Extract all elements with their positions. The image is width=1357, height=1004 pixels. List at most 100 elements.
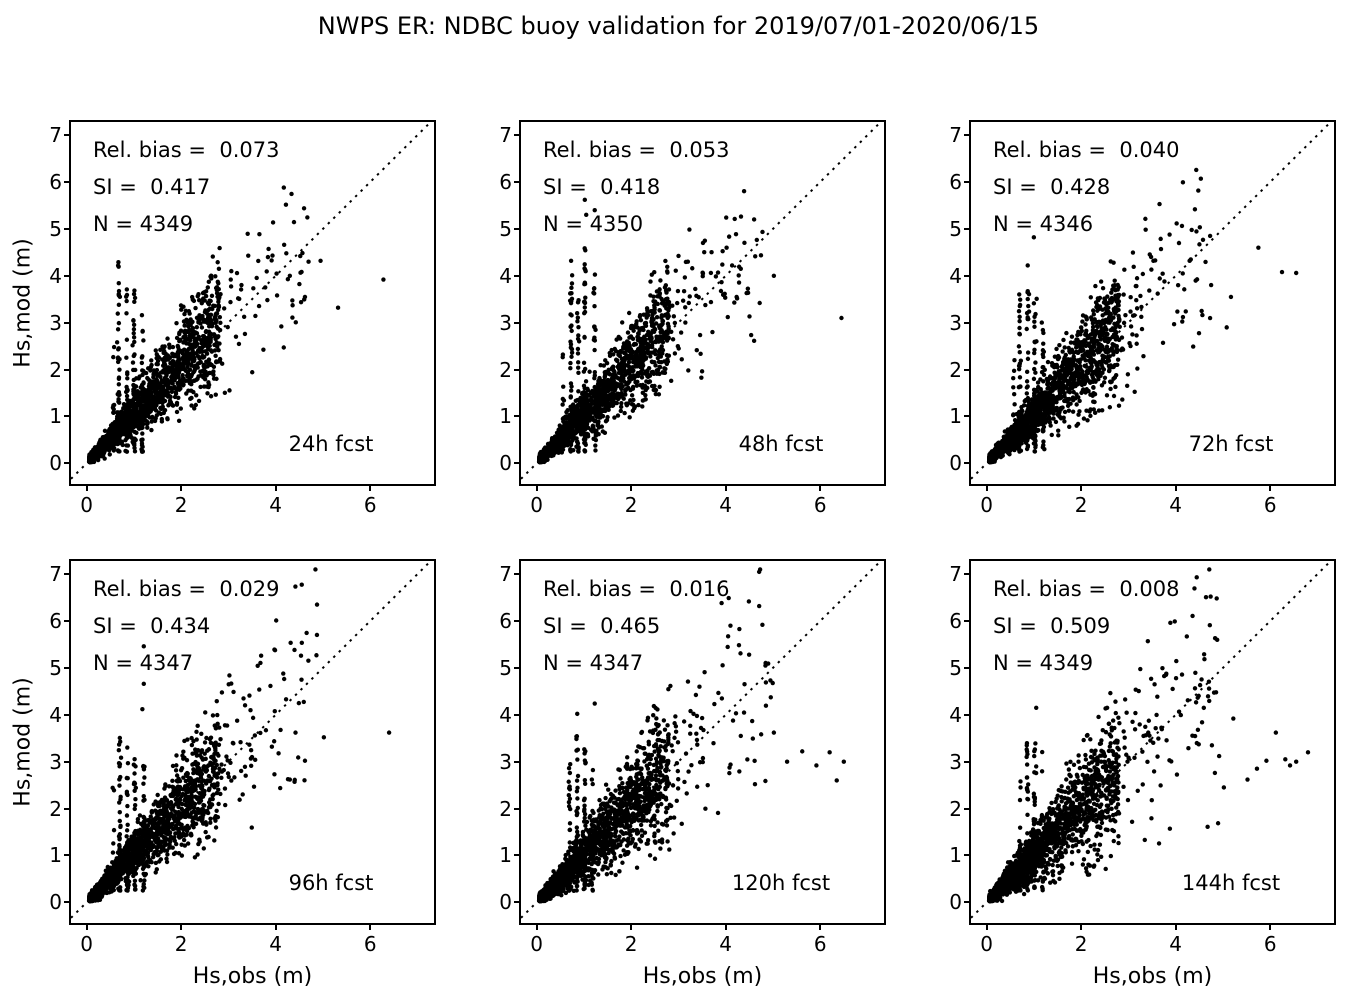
stats-block: Rel. bias = 0.029 SI = 0.434 N = 4347 [93, 571, 279, 682]
scatter-plot-canvas [71, 561, 434, 923]
subplot-24h-fcst: Rel. bias = 0.073 SI = 0.417 N = 4349 24h f… [11, 120, 436, 517]
x-tick-mark [724, 925, 727, 930]
y-tick-label: 7 [499, 123, 512, 148]
x-tick-mark [1269, 486, 1272, 491]
y-tick-label: 1 [949, 843, 962, 868]
y-tick-label: 5 [49, 216, 62, 241]
stat-line: N = 4347 [543, 651, 644, 675]
x-tick-mark [985, 925, 988, 930]
y-tick-label: 2 [949, 357, 962, 382]
x-tick-mark [535, 925, 538, 930]
x-tick-label: 4 [1169, 932, 1183, 956]
y-tick-label: 6 [49, 609, 62, 634]
figure-title: NWPS ER: NDBC buoy validation for 2019/0… [317, 12, 1040, 40]
x-tick-mark [535, 486, 538, 491]
y-tick-mark [964, 227, 969, 230]
y-tick-mark [64, 854, 69, 857]
y-tick-label: 6 [949, 170, 962, 195]
x-tick-label: 0 [80, 493, 93, 517]
y-tick-label: 2 [49, 357, 62, 382]
x-axis-label: Hs,obs (m) [192, 964, 313, 989]
y-tick-label: 5 [499, 216, 512, 241]
y-tick-mark [514, 274, 519, 277]
y-tick-label: 0 [949, 890, 962, 915]
x-tick-label: 6 [1263, 493, 1277, 517]
x-tick-label: 6 [1263, 932, 1277, 956]
subplot-48h-fcst: Rel. bias = 0.053 SI = 0.418 N = 4350 48h f… [499, 120, 886, 517]
y-tick-label: 1 [49, 404, 62, 429]
x-tick-mark [819, 925, 822, 930]
x-tick-mark [180, 486, 183, 491]
y-tick-label: 4 [49, 263, 62, 288]
x-tick-label: 0 [80, 932, 93, 956]
subplot-144h-fcst: Rel. bias = 0.008 SI = 0.509 N = 4349 144h … [949, 559, 1336, 989]
y-tick-mark [964, 415, 969, 418]
stats-block: Rel. bias = 0.008 SI = 0.509 N = 4349 [993, 571, 1179, 682]
subplot-120h-fcst: Rel. bias = 0.016 SI = 0.465 N = 4347 120h … [499, 559, 886, 989]
x-tick-mark [369, 925, 372, 930]
x-tick-mark [85, 486, 88, 491]
y-tick-label: 6 [49, 170, 62, 195]
y-tick-mark [964, 321, 969, 324]
stats-block: Rel. bias = 0.016 SI = 0.465 N = 4347 [543, 571, 729, 682]
y-tick-label: 1 [499, 843, 512, 868]
subplot-72h-fcst: Rel. bias = 0.040 SI = 0.428 N = 4346 72h f… [949, 120, 1336, 517]
y-tick-mark [64, 573, 69, 576]
y-tick-label: 2 [499, 357, 512, 382]
x-tick-mark [369, 486, 372, 491]
y-tick-label: 2 [949, 796, 962, 821]
x-tick-label: 6 [363, 493, 377, 517]
y-tick-label: 0 [49, 451, 62, 476]
y-tick-label: 3 [49, 749, 62, 774]
scatter-plot-canvas [521, 122, 884, 484]
stat-line: Rel. bias = 0.073 [93, 138, 280, 162]
x-tick-label: 2 [174, 493, 188, 517]
x-axis-label: Hs,obs (m) [1092, 964, 1213, 989]
x-tick-label: 2 [1074, 932, 1088, 956]
stat-line: Rel. bias = 0.053 [543, 138, 730, 162]
x-tick-label: 4 [269, 932, 283, 956]
y-tick-label: 2 [49, 796, 62, 821]
x-tick-label: 6 [813, 493, 827, 517]
y-tick-mark [64, 321, 69, 324]
y-tick-label: 0 [499, 451, 512, 476]
forecast-hour-label: 120h fcst [731, 871, 831, 895]
x-tick-mark [85, 925, 88, 930]
y-tick-mark [64, 807, 69, 810]
scatter-plot-canvas [71, 122, 434, 484]
stat-line: N = 4349 [93, 212, 194, 236]
y-tick-label: 6 [499, 170, 512, 195]
y-tick-label: 3 [499, 310, 512, 335]
y-tick-mark [64, 134, 69, 137]
y-tick-label: 0 [949, 451, 962, 476]
forecast-hour-label: 48h fcst [738, 432, 824, 456]
y-tick-label: 7 [49, 123, 62, 148]
x-tick-mark [1174, 925, 1177, 930]
x-tick-label: 4 [1169, 493, 1183, 517]
stat-line: SI = 0.428 [993, 175, 1111, 199]
y-tick-mark [514, 134, 519, 137]
stat-line: N = 4347 [93, 651, 194, 675]
stats-block: Rel. bias = 0.053 SI = 0.418 N = 4350 [543, 132, 729, 243]
x-tick-label: 0 [980, 932, 993, 956]
x-tick-mark [1080, 925, 1083, 930]
y-tick-mark [964, 901, 969, 904]
y-tick-mark [964, 713, 969, 716]
y-tick-mark [64, 227, 69, 230]
x-tick-label: 0 [530, 932, 543, 956]
y-tick-mark [964, 462, 969, 465]
y-tick-label: 4 [949, 702, 962, 727]
y-tick-mark [64, 274, 69, 277]
y-tick-mark [964, 854, 969, 857]
y-tick-label: 7 [499, 562, 512, 587]
stat-line: N = 4350 [543, 212, 644, 236]
x-tick-label: 0 [980, 493, 993, 517]
x-tick-mark [630, 925, 633, 930]
y-tick-mark [514, 227, 519, 230]
y-tick-mark [514, 368, 519, 371]
scatter-plot-canvas [521, 561, 884, 923]
y-tick-label: 3 [949, 310, 962, 335]
y-tick-mark [64, 713, 69, 716]
forecast-hour-label: 72h fcst [1188, 432, 1274, 456]
